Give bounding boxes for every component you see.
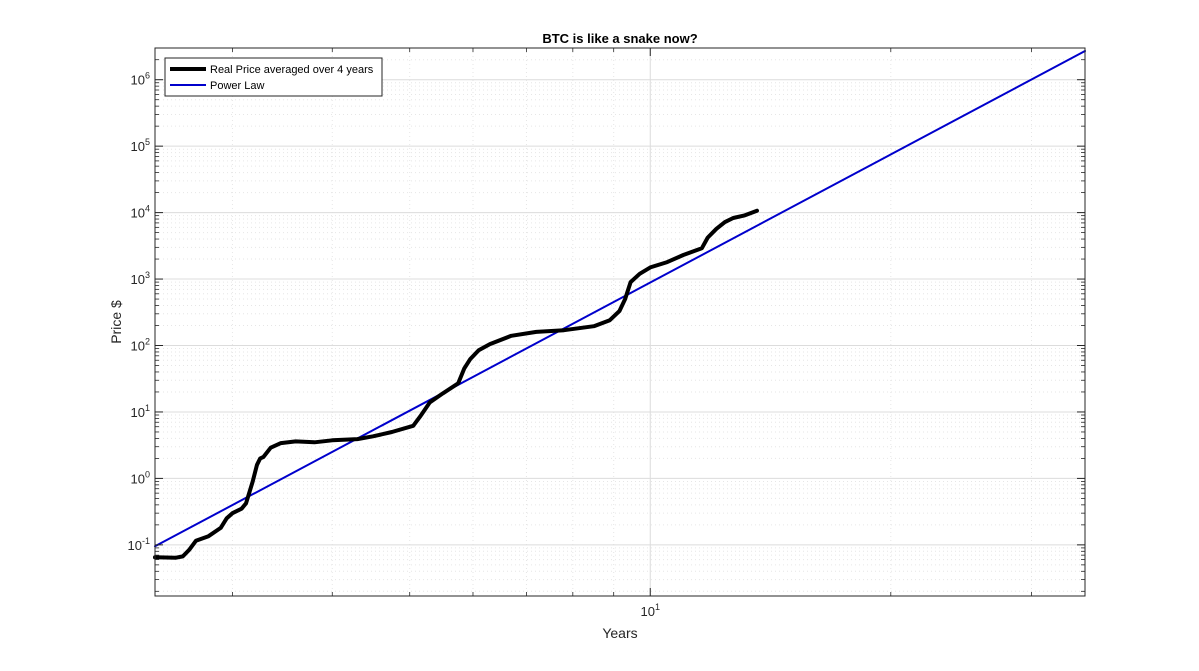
y-tick-base: 10 [131,471,145,486]
y-tick-base: 10 [131,405,145,420]
y-tick-label: 105 [131,137,150,154]
plot-area [155,48,1085,596]
x-tick-exponent: 1 [655,602,660,612]
y-tick-exponent: 3 [145,270,150,280]
y-tick-base: 10 [128,538,142,553]
y-tick-label: 101 [131,403,150,420]
power-law-line [154,50,1086,548]
minor-grid [155,47,1085,596]
y-tick-exponent: 5 [145,137,150,147]
y-tick-exponent: 1 [145,403,150,413]
y-tick-base: 10 [131,206,145,221]
y-tick-label: 104 [131,204,150,221]
legend-label: Power Law [210,80,264,92]
y-tick-label: 100 [131,469,150,486]
real-price-line [153,208,759,560]
chart-title: BTC is like a snake now? [542,31,697,46]
plot-frame [154,47,1086,597]
major-grid [155,48,1085,596]
y-tick-base: 10 [131,339,145,354]
y-axis-label: Price $ [108,300,124,344]
axis-ticks [155,47,1085,596]
y-tick-exponent: -1 [142,536,150,546]
y-tick-exponent: 2 [145,337,150,347]
y-tick-base: 10 [131,272,145,287]
legend: Real Price averaged over 4 years Power La… [164,57,383,97]
y-tick-exponent: 0 [145,469,150,479]
x-tick-label: 101 [641,602,660,619]
y-tick-label: 106 [131,71,150,88]
series-layer [153,50,1086,560]
y-tick-base: 10 [131,73,145,88]
y-tick-exponent: 4 [145,204,150,214]
y-tick-label: 102 [131,337,150,354]
legend-box [164,57,383,97]
y-tick-exponent: 6 [145,71,150,81]
y-tick-label: 103 [131,270,150,287]
legend-label: Real Price averaged over 4 years [210,64,374,76]
x-axis-label: Years [602,625,637,641]
x-tick-base: 10 [641,604,655,619]
y-tick-label: 10-1 [128,536,150,553]
y-tick-base: 10 [131,139,145,154]
